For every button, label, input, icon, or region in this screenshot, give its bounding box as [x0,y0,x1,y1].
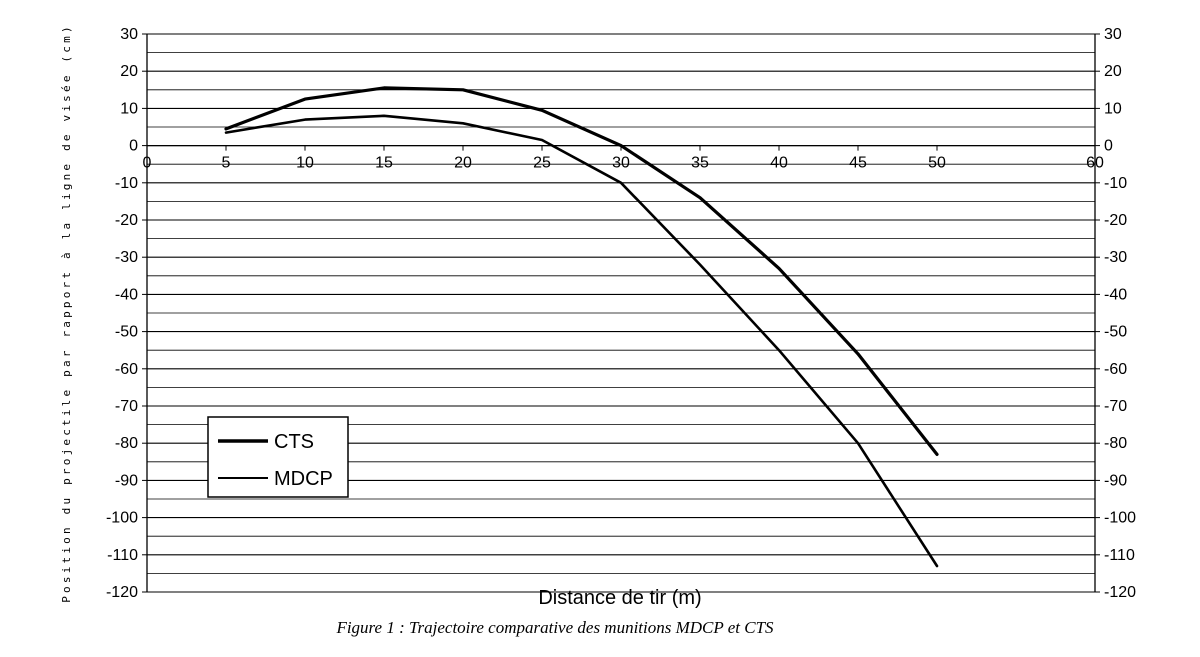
legend-box [207,416,349,498]
legend: CTS MDCP [207,416,349,498]
y-tick-label-left: -70 [115,398,138,415]
y-tick-label-right: -100 [1104,510,1136,527]
y-tick-label-right: -40 [1104,286,1127,303]
y-tick-label-left: -90 [115,472,138,489]
y-tick-label-left: -10 [115,175,138,192]
y-axis-left: 30 20 10 0 -10 -20 -30 -40 -50 -60 -70 -80 -90 -100 -1… [106,26,147,601]
y-tick-label-left: -80 [115,435,138,452]
plot-frame [146,34,1096,592]
gridlines [147,33,1095,593]
figure-caption: Figure 1 : Trajectoire comparative des m… [335,618,774,637]
y-tick-label-right: -90 [1104,472,1127,489]
y-tick-label-left: -60 [115,361,138,378]
y-tick-label-left: -110 [107,547,138,564]
y-tick-label-right: -20 [1104,212,1127,229]
x-tick-label: 15 [375,155,393,172]
x-tick-label: 20 [454,155,472,172]
y-tick-label-right: -60 [1104,361,1127,378]
series-line-mdcp [224,114,939,568]
y-tick-label-right: -80 [1104,435,1127,452]
y-tick-label-left: -40 [115,286,138,303]
y-tick-label-right: -50 [1104,324,1127,341]
x-axis: 0 5 10 15 20 25 30 35 40 45 50 60 [143,144,1104,172]
y-tick-label-left: -20 [115,212,138,229]
x-tick-label: 45 [849,155,867,172]
y-tick-label-right: -120 [1104,584,1136,601]
y-tick-label-right: -10 [1104,175,1127,192]
x-tick-label: 10 [296,155,314,172]
legend-label-mdcp: MDCP [274,468,333,490]
y-tick-label-right: 0 [1104,138,1113,155]
series-line-cts [224,86,939,456]
y-tick-label-right: 20 [1104,63,1122,80]
y-tick-label-left: 30 [120,26,138,43]
series-lines [224,86,939,568]
y-tick-label-left: -30 [115,249,138,266]
x-tick-label: 0 [143,155,152,172]
legend-label-cts: CTS [274,431,314,453]
x-tick-label: 40 [770,155,788,172]
y-tick-label-left: -100 [106,510,138,527]
y-tick-label-left: 0 [129,138,138,155]
y-tick-label-right: -30 [1104,249,1127,266]
x-tick-label: 5 [222,155,231,172]
x-tick-label: 50 [928,155,946,172]
y-tick-label-left: -50 [115,324,138,341]
y-tick-label-right: 10 [1104,100,1122,117]
x-tick-label: 35 [691,155,709,172]
x-tick-label: 60 [1086,155,1104,172]
y-axis-title: Position du projectile par rapport à la … [60,23,73,603]
y-axis-right: 30 20 10 0 -10 -20 -30 -40 -50 -60 -70 -80 -90 -100 -1… [1095,26,1136,601]
y-tick-label-right: -70 [1104,398,1127,415]
x-tick-label: 30 [612,155,630,172]
x-axis-title: Distance de tir (m) [538,587,701,609]
y-tick-label-left: 20 [120,63,138,80]
x-tick-label: 25 [533,155,551,172]
y-tick-label-right: 30 [1104,26,1122,43]
y-tick-label-right: -110 [1104,547,1135,564]
y-tick-label-left: -120 [106,584,138,601]
y-tick-label-left: 10 [120,100,138,117]
